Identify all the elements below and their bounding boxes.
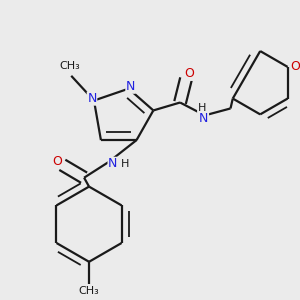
Text: N: N (108, 158, 118, 170)
Text: O: O (184, 67, 194, 80)
Text: N: N (199, 112, 208, 125)
Text: CH₃: CH₃ (59, 61, 80, 71)
Text: O: O (52, 155, 62, 168)
Text: O: O (291, 60, 300, 74)
Text: H: H (121, 159, 129, 169)
Text: N: N (87, 92, 97, 105)
Text: CH₃: CH₃ (79, 286, 99, 296)
Text: H: H (198, 103, 206, 113)
Text: N: N (126, 80, 135, 93)
